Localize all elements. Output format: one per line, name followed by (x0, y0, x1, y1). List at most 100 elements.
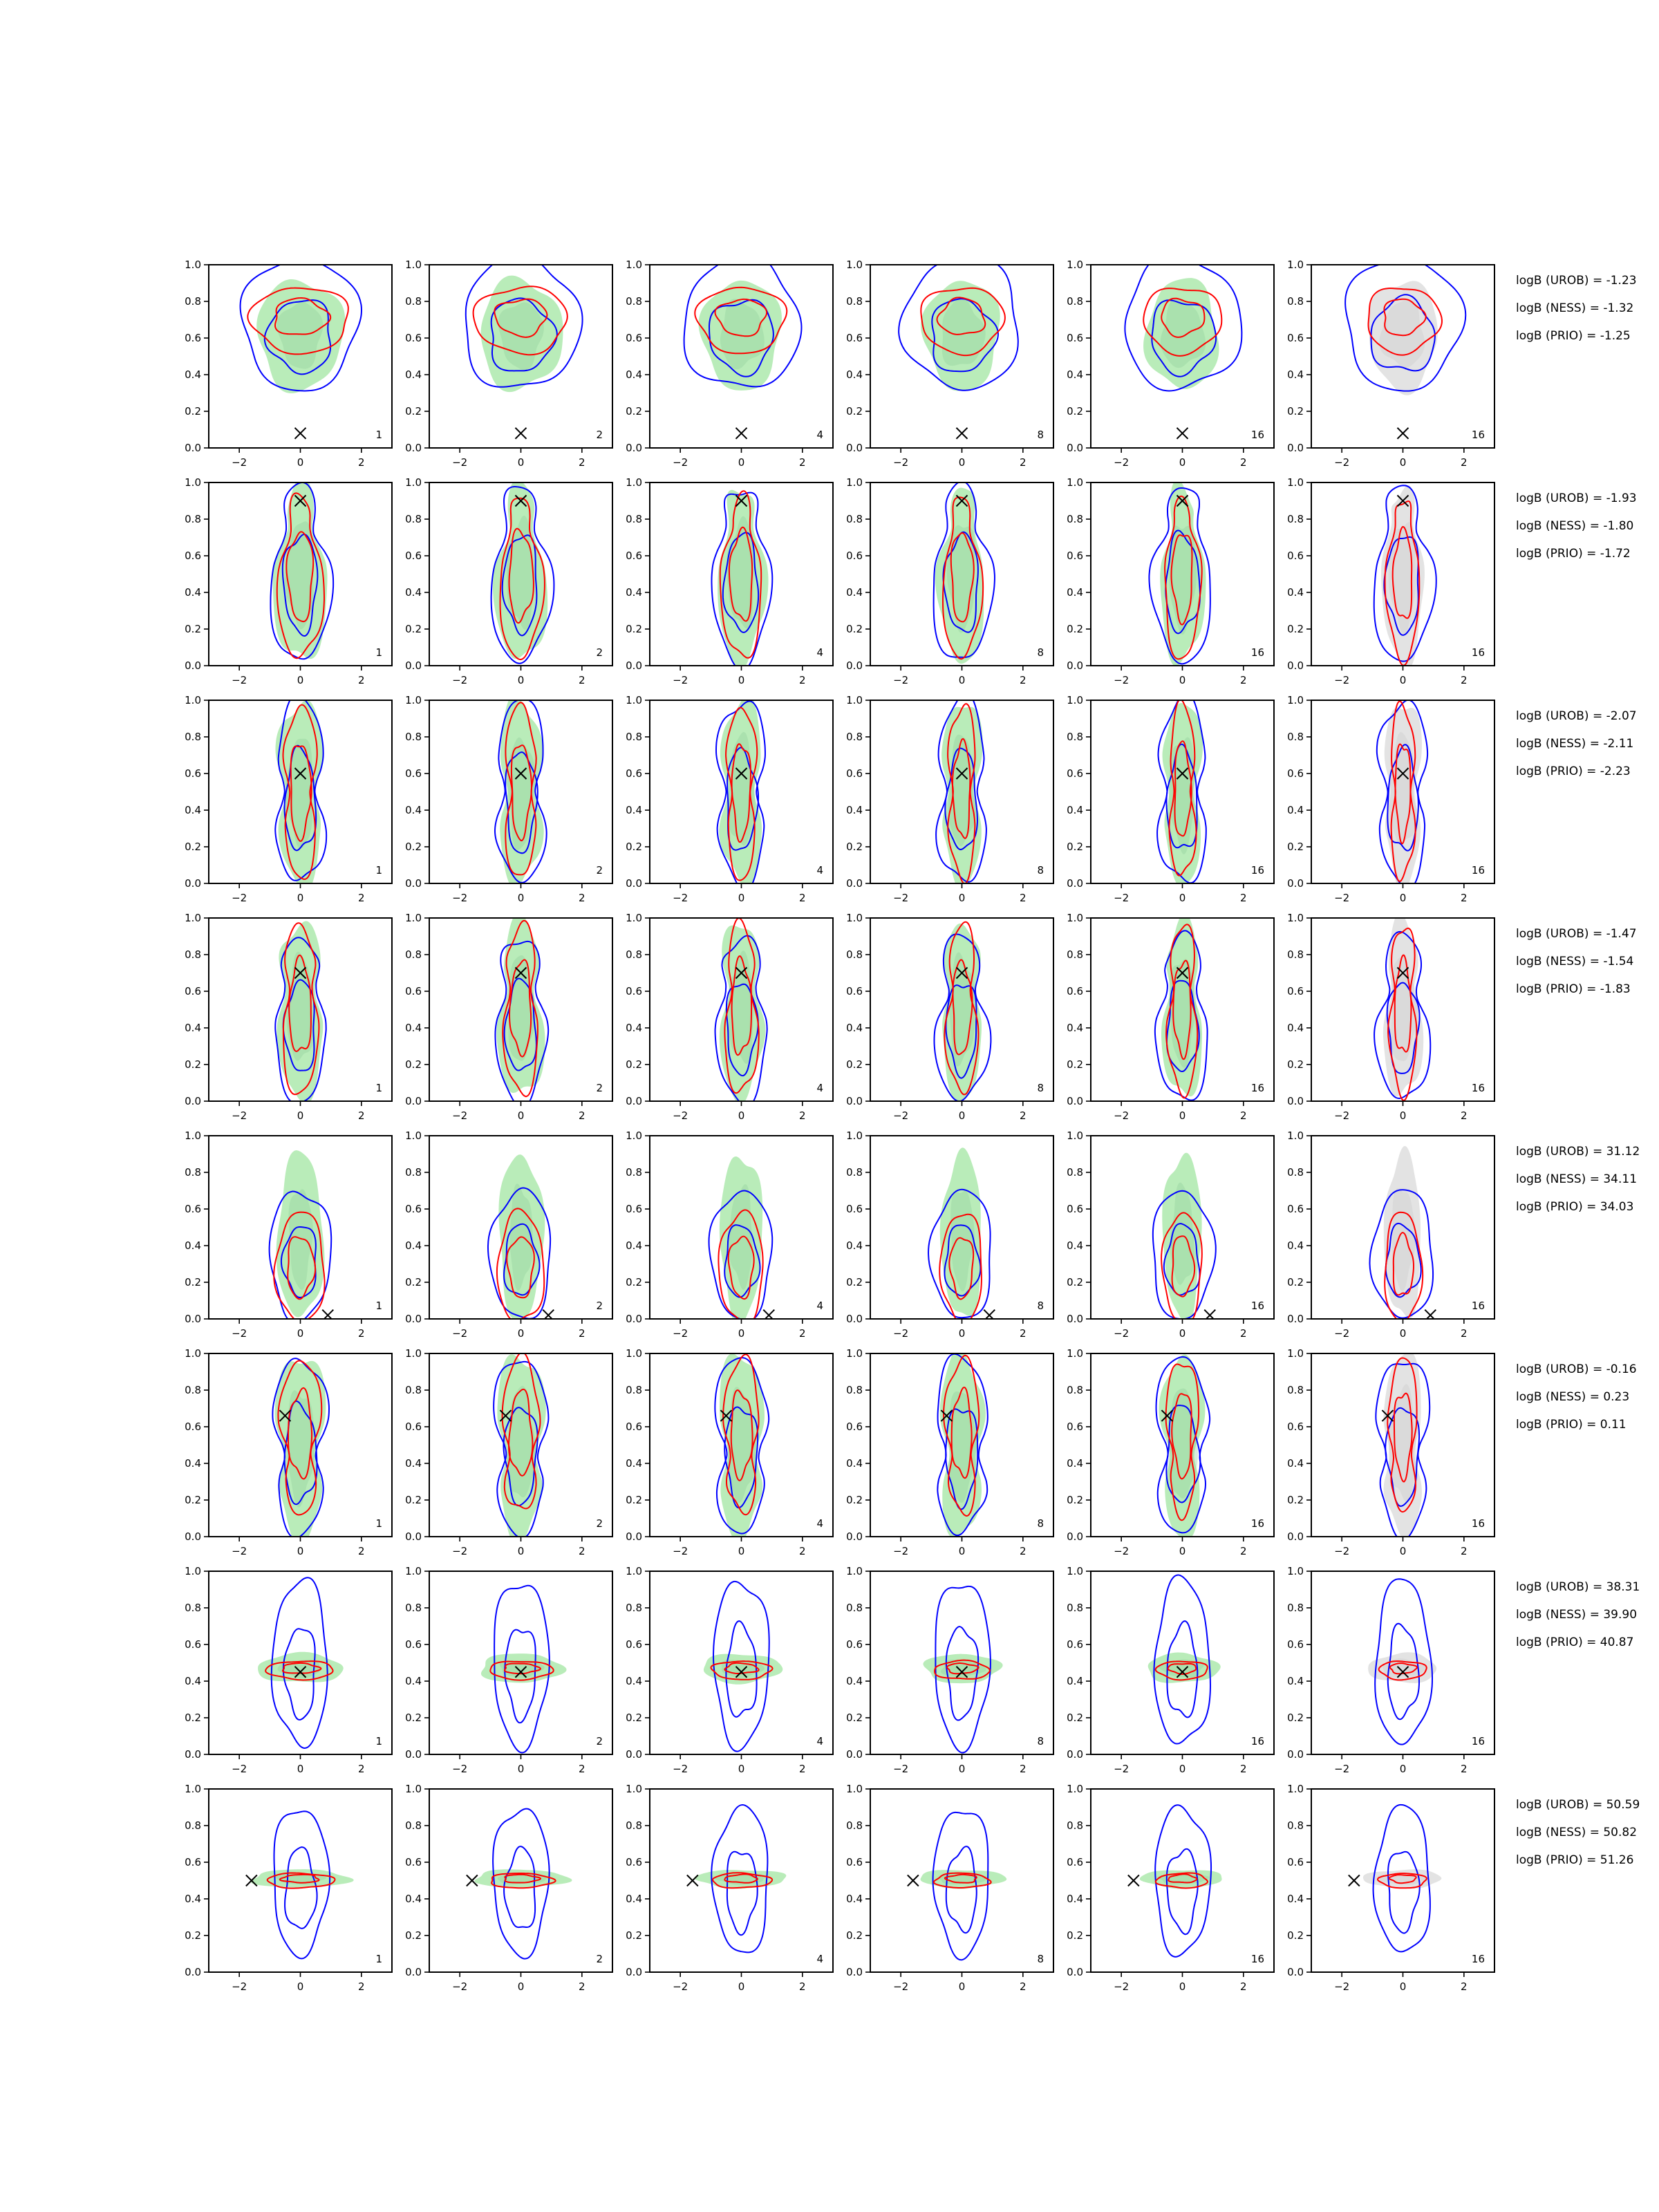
x-tick-label: 2 (358, 1763, 365, 1775)
panel-contours (1127, 1804, 1222, 1958)
x-tick-label: 2 (358, 456, 365, 469)
density-fill-core (1379, 299, 1425, 368)
marker-stroke (514, 767, 527, 780)
x-tick-label: −2 (1334, 1763, 1349, 1775)
y-tick-label: 0.8 (185, 731, 201, 743)
y-tick-label: 0.6 (1287, 985, 1304, 997)
y-tick-label: 0.8 (846, 513, 863, 525)
panel-r4-c2: −2 0 2 0.0 0.2 0.4 0.6 0.8 1.0 2 (405, 912, 613, 1122)
panel-r2-c1: −2 0 2 0.0 0.2 0.4 0.6 0.8 1.0 1 (185, 476, 393, 686)
y-tick-label: 0.8 (405, 1384, 422, 1396)
x-tick-label: −2 (893, 1109, 908, 1122)
marker-stroke (735, 966, 748, 980)
x-tick-label: 0 (1400, 674, 1407, 686)
x-tick-label: 2 (1461, 1327, 1468, 1340)
blue-contour-outer (239, 265, 362, 392)
y-tick-label: 0.2 (1287, 405, 1304, 418)
x-tick-label: −2 (452, 892, 467, 904)
logb-annotation: logB (NESS) = 0.23 (1516, 1390, 1629, 1404)
y-tick-label: 0.2 (405, 405, 422, 418)
y-tick-label: 1.0 (1067, 694, 1083, 706)
x-tick-label: −2 (893, 456, 908, 469)
panel-r1-c6: −2 0 2 0.0 0.2 0.4 0.6 0.8 1.0 16 (1287, 259, 1495, 469)
density-fill-core (288, 1189, 313, 1291)
x-tick-label: 0 (959, 1763, 966, 1775)
y-tick-label: 0.4 (626, 804, 642, 816)
density-fill (941, 706, 983, 883)
panel-r6-c3: −2 0 2 0.0 0.2 0.4 0.6 0.8 1.0 4 (626, 1347, 834, 1557)
y-tick-label: 0.6 (846, 1421, 863, 1433)
y-tick-label: 1.0 (185, 476, 201, 489)
logb-annotation: logB (PRIO) = 51.26 (1516, 1853, 1633, 1867)
density-fill (719, 1353, 765, 1537)
blue-contour-outer (1154, 930, 1208, 1101)
blue-contour-outer (1376, 700, 1429, 883)
marker-stroke (984, 1309, 995, 1319)
y-tick-label: 0.0 (1287, 1530, 1304, 1543)
y-tick-label: 0.8 (1287, 731, 1304, 743)
x-tick-label: 0 (1400, 1545, 1407, 1557)
panel-r1-c1: −2 0 2 0.0 0.2 0.4 0.6 0.8 1.0 1 (185, 259, 393, 469)
true-point-marker (762, 1309, 775, 1319)
x-tick-label: −2 (893, 1980, 908, 1993)
panel-r1-c4: −2 0 2 0.0 0.2 0.4 0.6 0.8 1.0 8 (846, 259, 1054, 469)
x-tick-label: 0 (1179, 1545, 1186, 1557)
red-contour-outer (1165, 1363, 1200, 1521)
y-tick-label: 0.2 (846, 623, 863, 635)
panel-r5-c1: −2 0 2 0.0 0.2 0.4 0.6 0.8 1.0 1 (185, 1130, 393, 1340)
y-tick-label: 0.0 (846, 1966, 863, 1978)
y-tick-label: 0.6 (1067, 1856, 1083, 1868)
red-contour-inner (730, 1389, 753, 1481)
red-contour-inner (287, 1387, 313, 1480)
y-tick-label: 0.4 (185, 1675, 201, 1687)
x-tick-label: 2 (1020, 892, 1027, 904)
y-tick-label: 0.8 (405, 295, 422, 308)
x-tick-label: 2 (579, 1327, 585, 1340)
y-tick-label: 0.2 (846, 1276, 863, 1288)
marker-stroke (1425, 1309, 1436, 1319)
y-tick-label: 0.2 (1287, 1929, 1304, 1942)
x-tick-label: 0 (1400, 892, 1407, 904)
y-tick-label: 0.6 (846, 1203, 863, 1215)
red-contour-outer (502, 919, 538, 1098)
density-fill-core (1392, 1188, 1416, 1291)
logb-annotation: logB (NESS) = -2.11 (1516, 737, 1633, 751)
panel-contours (1124, 265, 1243, 440)
red-contour-outer (719, 490, 762, 659)
x-tick-label: 2 (579, 674, 585, 686)
y-tick-label: 0.2 (626, 405, 642, 418)
panel-r4-c1: −2 0 2 0.0 0.2 0.4 0.6 0.8 1.0 1 (185, 912, 393, 1122)
y-tick-label: 1.0 (185, 259, 201, 271)
panel-contours (1376, 700, 1429, 883)
y-tick-label: 0.0 (405, 1966, 422, 1978)
true-point-marker (720, 1409, 733, 1422)
density-fill (1161, 918, 1202, 1097)
panel-count-label: 16 (1251, 1953, 1264, 1965)
true-point-marker (1396, 966, 1409, 980)
blue-contour-inner (944, 747, 978, 850)
panel-contours (272, 1358, 330, 1537)
y-tick-label: 1.0 (1287, 259, 1304, 271)
blue-contour-outer (1344, 265, 1467, 392)
x-tick-label: 0 (297, 674, 304, 686)
y-tick-label: 0.8 (846, 1819, 863, 1832)
y-tick-label: 0.8 (185, 948, 201, 961)
panel-count-label: 8 (1037, 429, 1044, 441)
y-tick-label: 0.0 (626, 442, 642, 454)
panel-contours (932, 482, 996, 664)
y-tick-label: 0.8 (626, 513, 642, 525)
density-fill-core (1388, 1384, 1417, 1503)
panel-contours (245, 1810, 354, 1960)
x-tick-label: 2 (358, 892, 365, 904)
y-tick-label: 0.0 (185, 1530, 201, 1543)
blue-contour-outer (1148, 487, 1211, 665)
red-contour-inner (1161, 297, 1206, 338)
blue-contour-inner (1165, 743, 1198, 849)
x-tick-label: 0 (959, 1327, 966, 1340)
true-point-marker (514, 966, 527, 980)
y-tick-label: 0.6 (1067, 1203, 1083, 1215)
y-tick-label: 1.0 (626, 259, 642, 271)
red-contour-outer (499, 497, 545, 661)
marker-stroke (294, 767, 307, 780)
